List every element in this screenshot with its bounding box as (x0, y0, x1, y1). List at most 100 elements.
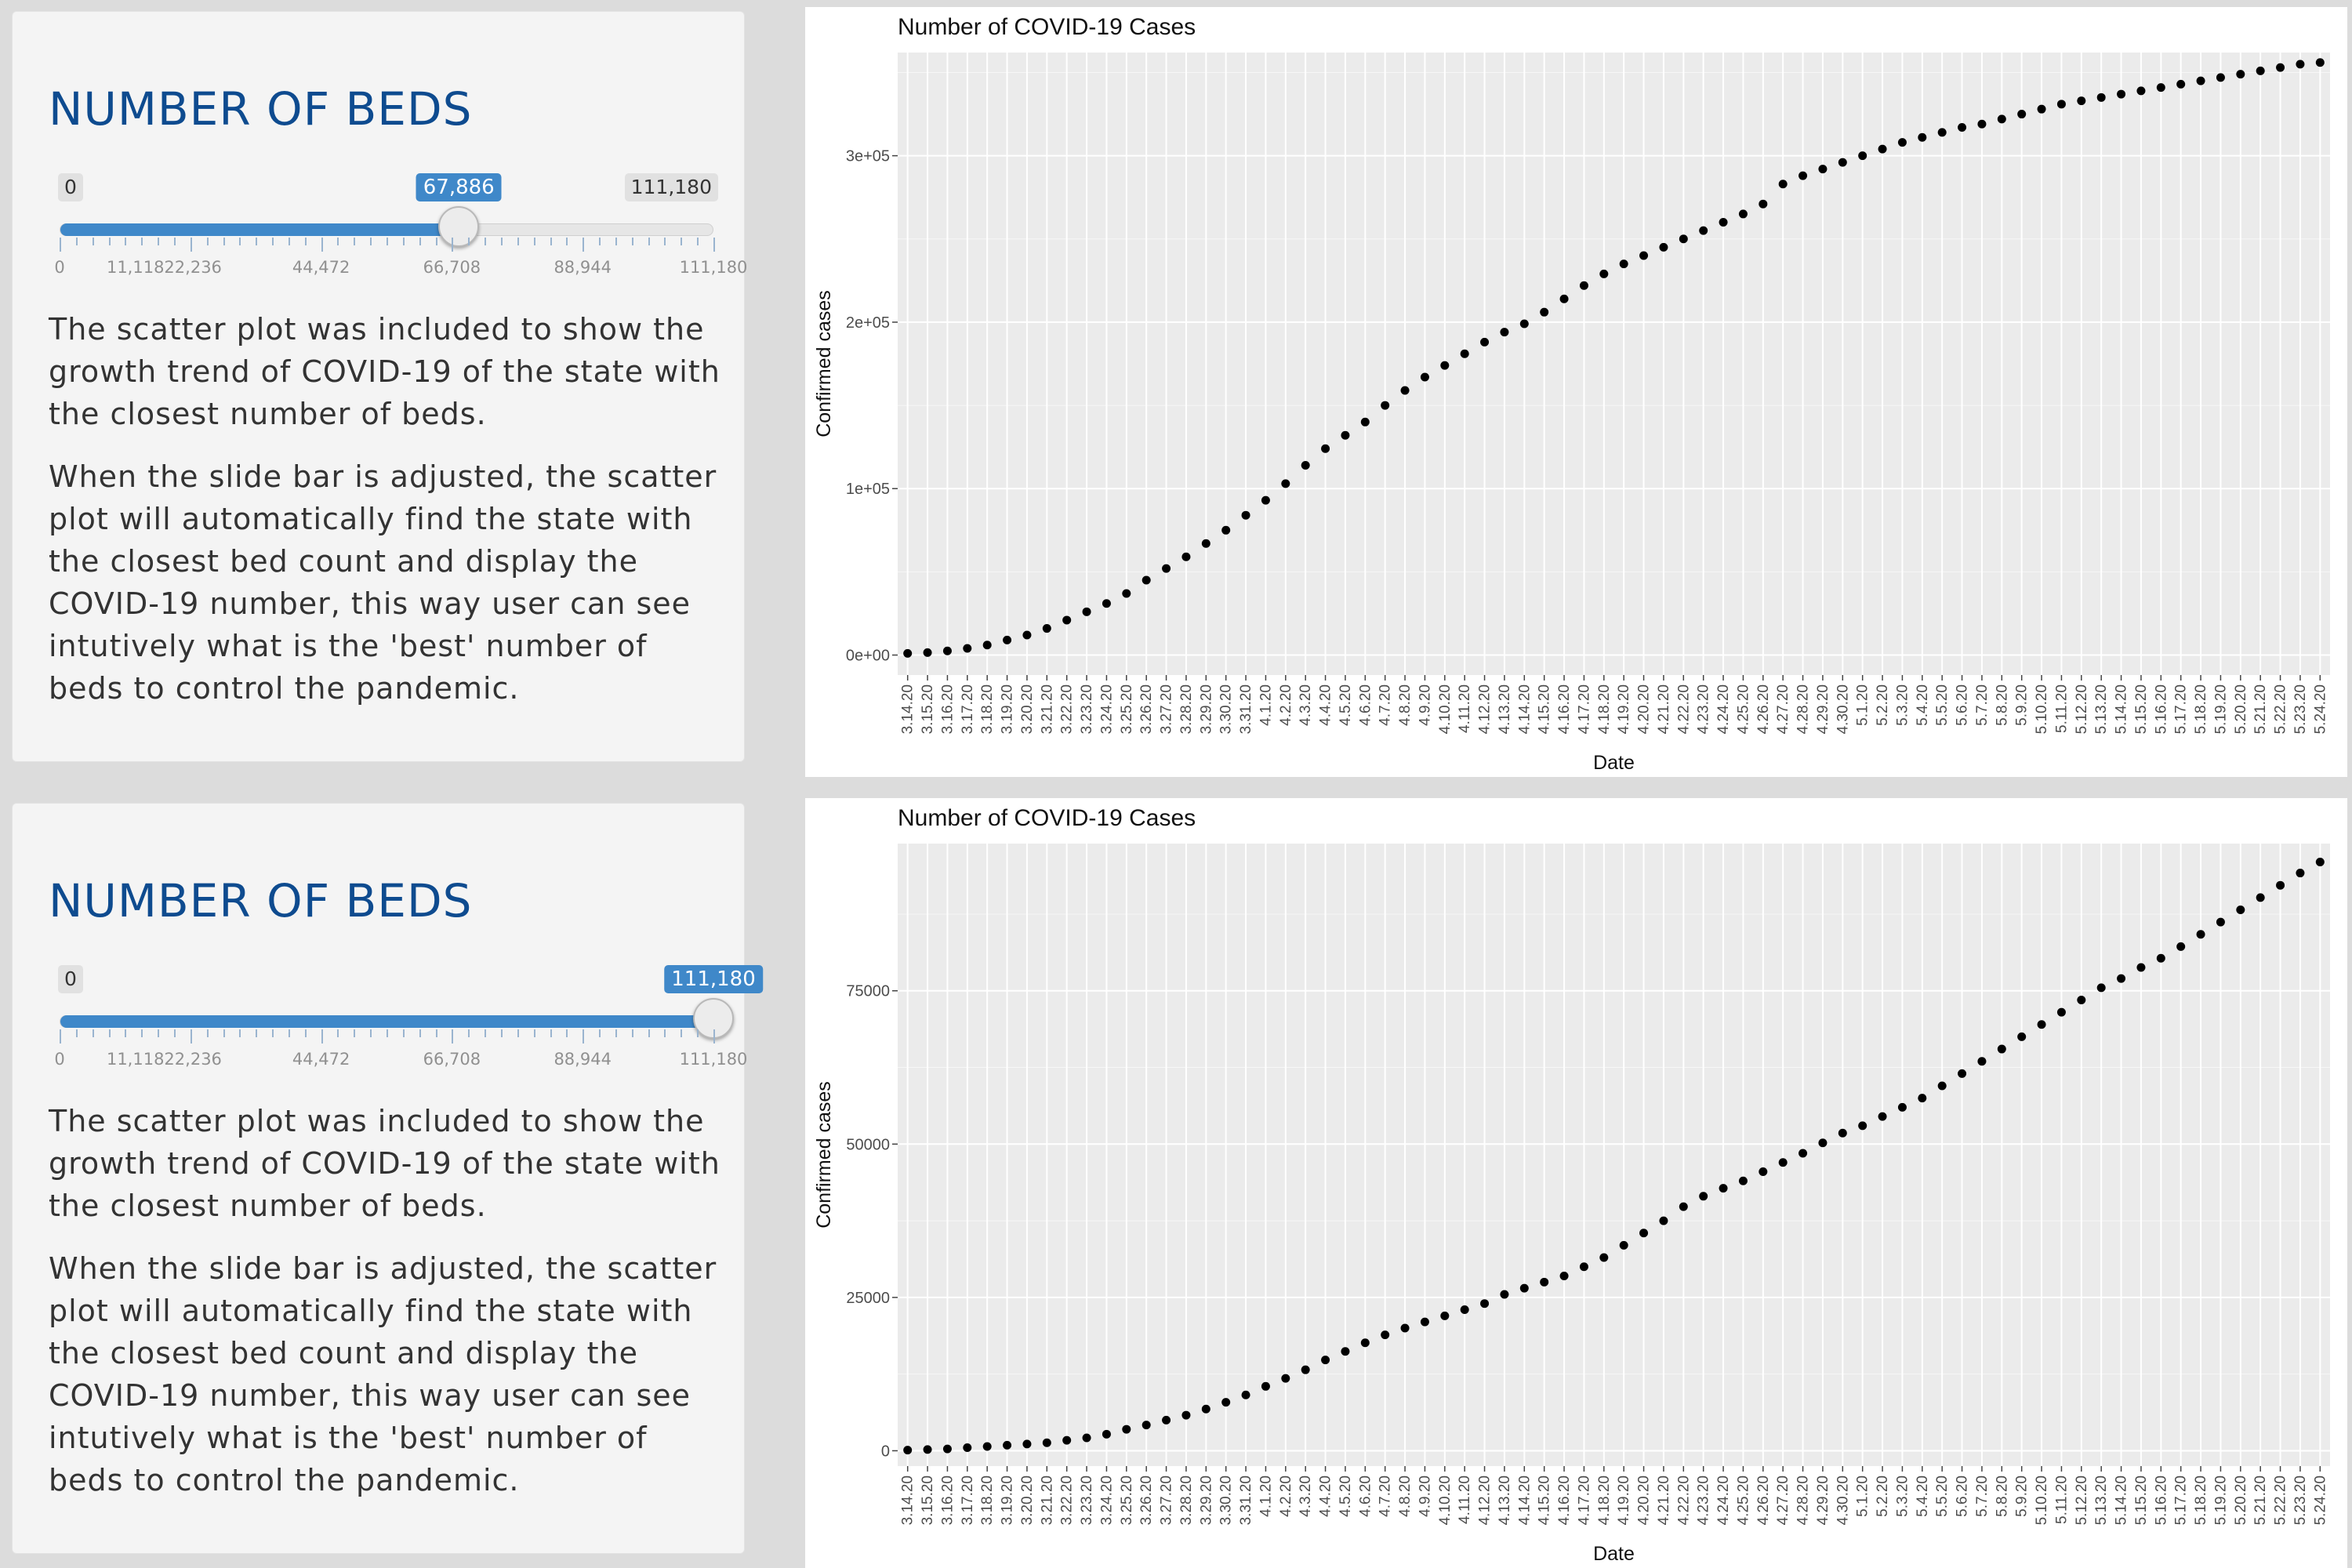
x-tick-label: 5.21.20 (2252, 1475, 2269, 1525)
data-point (1122, 589, 1131, 598)
slider-tick (648, 238, 650, 245)
slider-tick (206, 1029, 209, 1037)
data-point (1181, 1410, 1191, 1420)
x-tick-label: 5.19.20 (2212, 1475, 2229, 1525)
data-point (1679, 1202, 1688, 1211)
beds-slider[interactable]: 0 111,180 0 11,11822,236 44,472 66,708 8… (49, 953, 763, 1086)
data-point (1878, 144, 1887, 154)
data-point (2017, 1032, 2027, 1041)
slider-tick-label: 44,472 (292, 258, 350, 277)
x-tick-label: 4.4.20 (1318, 684, 1334, 726)
x-tick-label: 5.5.20 (1934, 1475, 1951, 1517)
y-tick-label: 3e+05 (846, 148, 890, 165)
data-point (2077, 96, 2086, 106)
data-point (1937, 128, 1947, 137)
chart-title: Number of COVID-19 Cases (898, 805, 1196, 831)
data-point (982, 1442, 992, 1451)
slider-tick (419, 1029, 421, 1037)
x-tick-label: 4.13.20 (1497, 684, 1513, 734)
x-tick-label: 3.23.20 (1079, 1475, 1095, 1525)
data-point (1142, 575, 1151, 585)
data-point (1122, 1425, 1131, 1434)
x-tick-label: 4.12.20 (1477, 684, 1494, 734)
instructions-paragraph: When the slide bar is adjusted, the scat… (49, 1251, 717, 1497)
x-tick-label: 3.22.20 (1059, 684, 1076, 734)
slider-tick (108, 1029, 111, 1037)
data-point (2216, 73, 2225, 82)
x-tick-label: 3.24.20 (1098, 684, 1115, 734)
data-point (1778, 1158, 1788, 1167)
x-tick-label: 4.11.20 (1457, 684, 1473, 733)
slider-tick (468, 1029, 470, 1037)
data-point (1480, 1299, 1490, 1308)
data-point (1301, 1365, 1310, 1374)
data-point (2096, 93, 2106, 102)
x-tick-label: 5.4.20 (1915, 684, 1931, 726)
data-point (1241, 510, 1250, 520)
slider-tick (599, 238, 601, 245)
x-tick-label: 4.21.20 (1656, 1475, 1672, 1525)
x-tick-label: 5.7.20 (1974, 1475, 1991, 1517)
slider-tick (125, 238, 127, 245)
data-point (1162, 1415, 1171, 1425)
x-tick-label: 4.24.20 (1715, 1475, 1732, 1525)
data-point (1699, 226, 1708, 235)
beds-slider[interactable]: 0 111,180 67,886 0 11,11822,236 44,472 6… (49, 161, 747, 294)
x-tick-label: 4.14.20 (1516, 684, 1533, 734)
slider-tick (697, 1029, 699, 1037)
slider-tick (288, 238, 290, 245)
data-point (2176, 942, 2186, 951)
data-point (1181, 552, 1191, 561)
x-tick-label: 3.31.20 (1238, 684, 1254, 734)
data-point (2276, 880, 2285, 890)
x-tick-label: 4.11.20 (1457, 1475, 1473, 1524)
data-point (963, 1443, 972, 1453)
data-point (1559, 294, 1569, 303)
x-tick-label: 4.10.20 (1437, 1475, 1454, 1525)
x-tick-label: 5.23.20 (2292, 1475, 2309, 1525)
slider-tick (337, 238, 339, 245)
x-tick-label: 5.22.20 (2273, 684, 2289, 734)
slider-tick (158, 1029, 160, 1037)
data-point (1440, 361, 1450, 370)
data-point (2117, 974, 2126, 983)
data-point (1519, 1283, 1529, 1293)
x-tick-label: 5.14.20 (2114, 1475, 2130, 1525)
data-point (1659, 1216, 1668, 1225)
x-tick-label: 3.27.20 (1159, 684, 1175, 734)
data-point (1480, 337, 1490, 347)
x-tick-label: 5.12.20 (2074, 1475, 2090, 1525)
slider-tick (239, 1029, 241, 1037)
slider-track[interactable] (60, 223, 713, 236)
data-point (1460, 1305, 1469, 1315)
data-point (1062, 1436, 1072, 1445)
x-tick-label: 5.22.20 (2273, 1475, 2289, 1525)
x-tick-label: 5.8.20 (1994, 684, 2010, 726)
x-tick-label: 3.19.20 (1000, 1475, 1016, 1525)
x-tick-label: 4.27.20 (1775, 1475, 1791, 1525)
slider-tick (158, 238, 160, 245)
data-point (1679, 234, 1688, 244)
slider-tick (354, 1029, 356, 1037)
x-tick-label: 5.24.20 (2312, 684, 2328, 734)
data-point (1341, 1347, 1350, 1356)
x-tick-label: 3.30.20 (1218, 1475, 1235, 1525)
slider-tick (92, 238, 94, 245)
slider-tick (321, 238, 323, 252)
slider-tick (631, 238, 633, 245)
data-point (1818, 165, 1828, 174)
data-point (2196, 76, 2205, 85)
slider-handle[interactable] (438, 206, 480, 247)
x-tick-label: 3.31.20 (1238, 1475, 1254, 1525)
data-point (1142, 1421, 1151, 1430)
x-tick-label: 5.10.20 (2034, 684, 2050, 734)
x-tick-label: 4.18.20 (1596, 684, 1613, 734)
data-point (1639, 1229, 1649, 1238)
plot-background (898, 844, 2330, 1466)
slider-tick (190, 238, 192, 252)
slider-track[interactable] (60, 1015, 714, 1028)
x-tick-label: 3.16.20 (939, 1475, 956, 1525)
data-point (1798, 1149, 1808, 1158)
data-point (1460, 349, 1469, 358)
data-point (903, 648, 913, 658)
